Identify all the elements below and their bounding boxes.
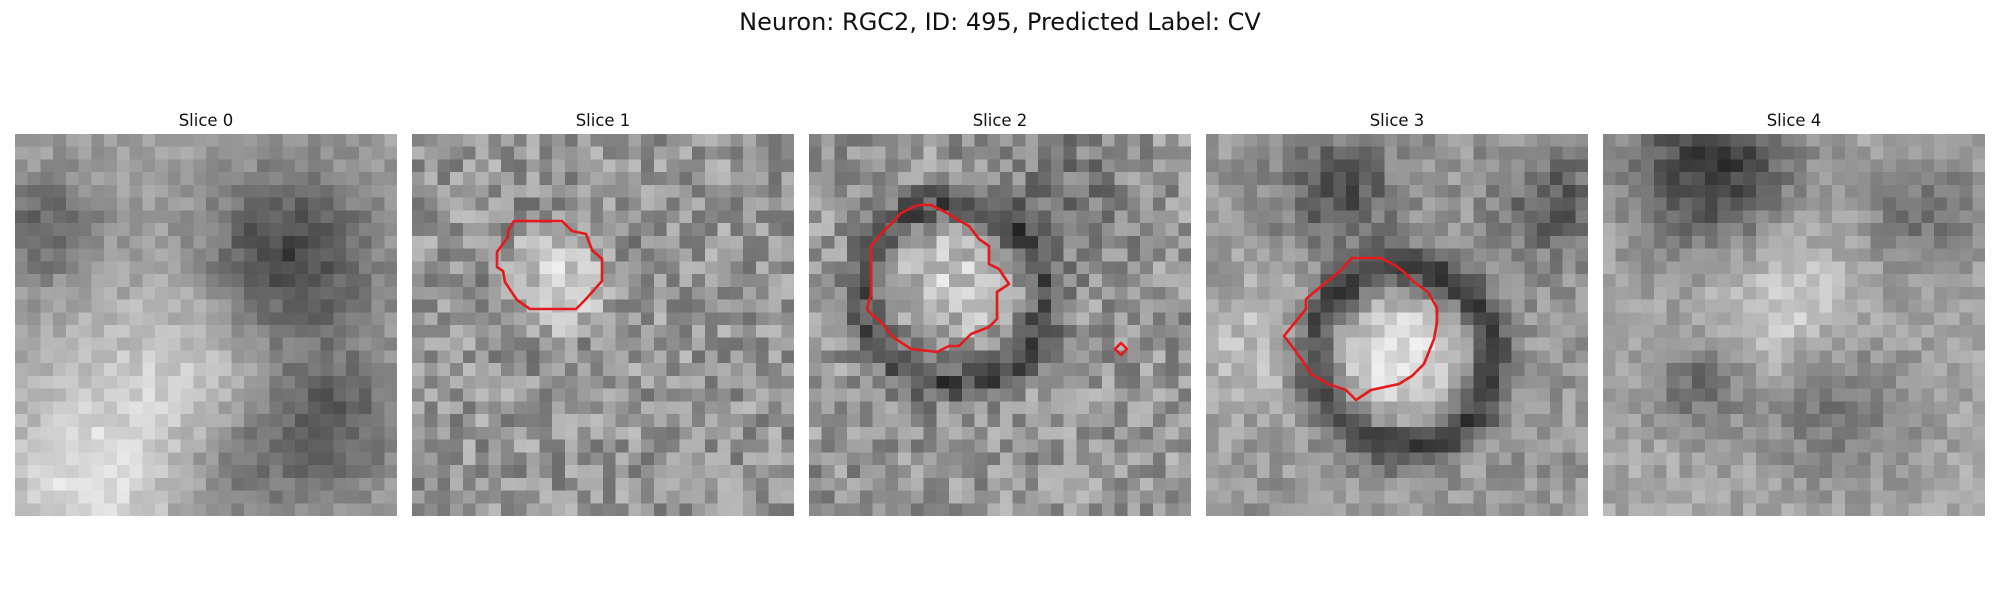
segmentation-contour: [495, 219, 604, 311]
slice-title: Slice 4: [1766, 111, 1822, 130]
slice-title: Slice 1: [575, 111, 631, 130]
slice-image: [1206, 134, 1588, 516]
slice-image: [412, 134, 794, 516]
segmentation-contour-small: [1113, 341, 1129, 357]
slice-panel-4: Slice 4: [1603, 110, 1985, 516]
slice-image: [809, 134, 1191, 516]
slice-title: Slice 3: [1369, 111, 1425, 130]
slice-image: [1603, 134, 1985, 516]
slice-image: [15, 134, 397, 516]
slice-panel-2: Slice 2: [809, 110, 1191, 516]
grayscale-image: [412, 134, 794, 516]
slice-panel-0: Slice 0: [15, 110, 397, 516]
segmentation-overlay: [865, 203, 1129, 357]
segmentation-overlay: [1282, 256, 1439, 402]
grayscale-image: [1206, 134, 1588, 516]
segmentation-contour: [865, 203, 1011, 354]
segmentation-overlay: [495, 219, 604, 311]
slice-title: Slice 0: [178, 111, 234, 130]
figure-title: Neuron: RGC2, ID: 495, Predicted Label: …: [739, 8, 1261, 36]
slice-title: Slice 2: [972, 111, 1028, 130]
grayscale-image: [809, 134, 1191, 516]
segmentation-contour: [1282, 256, 1439, 402]
grayscale-image: [15, 134, 397, 516]
slice-panel-3: Slice 3: [1206, 110, 1588, 516]
grayscale-image: [1603, 134, 1985, 516]
slice-panel-1: Slice 1: [412, 110, 794, 516]
